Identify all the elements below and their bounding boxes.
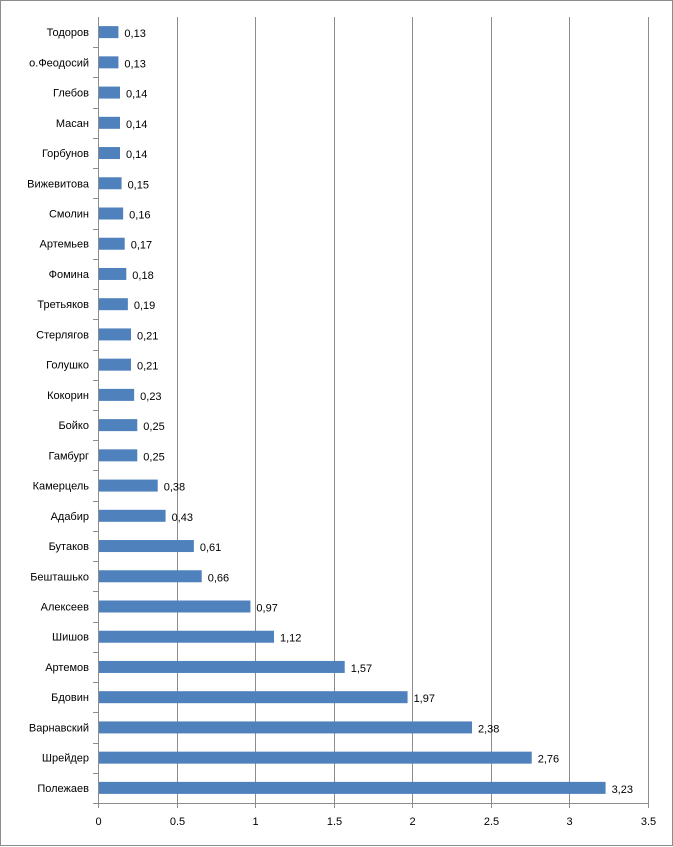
bar-Артемов bbox=[99, 660, 345, 673]
category-label: Артемьев bbox=[40, 239, 90, 251]
category-label: Масан bbox=[56, 118, 89, 130]
x-tick-label: 3.5 bbox=[641, 816, 656, 828]
bar-Бдовин bbox=[99, 691, 408, 704]
data-label: 0,21 bbox=[137, 330, 158, 342]
category-label: Гамбург bbox=[49, 450, 89, 462]
bar-Вижевитова bbox=[99, 177, 122, 190]
bar-Варнавский bbox=[99, 721, 472, 734]
data-label: 0,15 bbox=[128, 179, 149, 191]
data-label: 0,13 bbox=[124, 28, 145, 40]
category-label: Кокорин bbox=[47, 390, 89, 402]
bar-Смолин bbox=[99, 207, 124, 220]
bar-Кокорин bbox=[99, 388, 135, 401]
category-label: Шрейдер bbox=[42, 753, 89, 765]
bar-Третьяков bbox=[99, 298, 128, 311]
category-label: Бешташько bbox=[30, 571, 89, 583]
data-label: 0,14 bbox=[126, 119, 147, 131]
data-label: 0,61 bbox=[200, 542, 221, 554]
category-label: о.Феодосий bbox=[29, 57, 89, 69]
x-tick-label: 0 bbox=[95, 816, 101, 828]
gridlines bbox=[177, 17, 649, 803]
data-label: 0,66 bbox=[208, 572, 229, 584]
data-label: 0,17 bbox=[131, 240, 152, 252]
bar-Бойко bbox=[99, 419, 138, 432]
category-label: Фомина bbox=[49, 269, 90, 281]
data-label: 2,76 bbox=[538, 754, 559, 766]
data-label: 0,25 bbox=[143, 421, 164, 433]
category-label: Бойко bbox=[58, 420, 89, 432]
bar-Шрейдер bbox=[99, 751, 532, 764]
category-label: Бдовин bbox=[51, 692, 89, 704]
x-tick-label: 3 bbox=[566, 816, 572, 828]
bar-Шишов bbox=[99, 630, 274, 643]
data-label: 0,21 bbox=[137, 361, 158, 373]
bar-Фомина bbox=[99, 267, 127, 280]
category-label: Артемов bbox=[45, 662, 89, 674]
x-tick-label: 2 bbox=[409, 816, 415, 828]
data-label: 0,38 bbox=[164, 482, 185, 494]
category-label: Смолин bbox=[49, 209, 89, 221]
category-label: Полежаев bbox=[37, 783, 89, 795]
category-label: Горбунов bbox=[42, 148, 89, 160]
data-label: 0,13 bbox=[124, 58, 145, 70]
category-label: Вижевитова bbox=[27, 178, 90, 190]
category-label: Голушко bbox=[46, 360, 89, 372]
category-label: Алексеев bbox=[41, 602, 90, 614]
data-label: 1,97 bbox=[414, 693, 435, 705]
category-label: Шишов bbox=[52, 632, 89, 644]
data-label: 0,16 bbox=[129, 210, 150, 222]
data-label: 0,25 bbox=[143, 451, 164, 463]
category-label: Третьяков bbox=[37, 299, 89, 311]
bar-Глебов bbox=[99, 86, 120, 99]
bar-Тодоров bbox=[99, 26, 119, 39]
data-label: 0,18 bbox=[132, 270, 153, 282]
category-label: Адабир bbox=[51, 511, 89, 523]
bar-Артемьев bbox=[99, 237, 125, 250]
data-label: 0,14 bbox=[126, 149, 147, 161]
x-tick-label: 1 bbox=[252, 816, 258, 828]
bar-Горбунов bbox=[99, 147, 120, 160]
data-label: 0,14 bbox=[126, 89, 147, 101]
data-label: 0,97 bbox=[256, 603, 277, 615]
bars bbox=[99, 26, 606, 794]
bar-Алексеев bbox=[99, 600, 251, 613]
category-label: Камерцель bbox=[33, 481, 90, 493]
labels: 0 0.5 1 1.5 2 2.5 3 3.5 Полежаев 3,23 Шрейдер 2,76 В… bbox=[27, 27, 656, 828]
category-label: Варнавский bbox=[29, 722, 89, 734]
data-label: 0,19 bbox=[134, 300, 155, 312]
data-label: 2,38 bbox=[478, 723, 499, 735]
category-label: Стерлягов bbox=[36, 329, 89, 341]
bar-Масан bbox=[99, 116, 120, 129]
x-tick-label: 1.5 bbox=[327, 816, 342, 828]
category-label: Тодоров bbox=[47, 27, 90, 39]
bar-о.Феодосий bbox=[99, 56, 119, 69]
bar-Камерцель bbox=[99, 479, 158, 492]
bar-Бешташько bbox=[99, 570, 202, 583]
bar-Полежаев bbox=[99, 781, 606, 794]
data-label: 1,57 bbox=[351, 663, 372, 675]
data-label: 0,23 bbox=[140, 391, 161, 403]
x-tick-label: 2.5 bbox=[484, 816, 499, 828]
bar-Адабир bbox=[99, 509, 166, 522]
bar-Бутаков bbox=[99, 540, 194, 553]
x-tick-label: 0.5 bbox=[170, 816, 185, 828]
data-label: 3,23 bbox=[612, 784, 633, 796]
data-label: 1,12 bbox=[280, 633, 301, 645]
bar-Гамбург bbox=[99, 449, 138, 462]
data-label: 0,43 bbox=[172, 512, 193, 524]
category-label: Глебов bbox=[53, 88, 89, 100]
bar-Стерлягов bbox=[99, 328, 131, 341]
category-label: Бутаков bbox=[49, 541, 90, 553]
bar-Голушко bbox=[99, 358, 131, 371]
axes bbox=[93, 17, 649, 808]
